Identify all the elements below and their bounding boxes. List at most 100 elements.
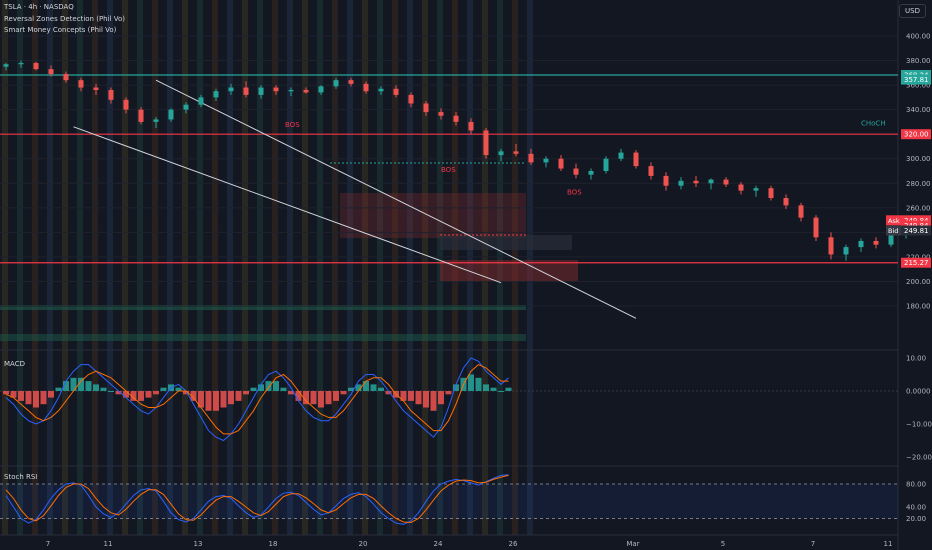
macd-bar <box>93 384 99 391</box>
indicator-smart-money[interactable]: Smart Money Concepts (Phil Vo) <box>4 26 117 34</box>
macd-pane <box>0 357 898 442</box>
candle-body <box>663 175 669 186</box>
candle-body <box>378 88 384 92</box>
candle-body <box>243 87 249 95</box>
price-label-bg <box>901 74 931 85</box>
candle <box>513 144 519 157</box>
macd-bar <box>70 377 77 391</box>
macd-bar <box>100 387 107 391</box>
trend-line <box>73 126 502 284</box>
time-tick: 24 <box>434 540 443 548</box>
candle-body <box>303 90 309 93</box>
candle-body <box>648 166 654 176</box>
time-tick: 13 <box>194 540 203 548</box>
candle-body <box>138 109 144 122</box>
macd-bar <box>490 387 497 391</box>
supply-zone <box>340 193 526 238</box>
candle-body <box>888 234 894 245</box>
candle-body <box>813 217 819 238</box>
candle-body <box>738 184 744 191</box>
candle-body <box>213 91 219 98</box>
reversal-band <box>122 0 128 535</box>
stoch-tick: 40.00 <box>906 504 926 512</box>
candle <box>408 92 414 108</box>
candle <box>63 71 69 83</box>
macd-bar <box>468 374 474 391</box>
candle <box>768 185 774 201</box>
reversal-band <box>62 0 68 535</box>
candle-body <box>843 247 849 255</box>
reversal-band <box>362 0 368 535</box>
candle-body <box>393 88 399 95</box>
ask-tag: Ask <box>888 217 900 225</box>
macd-bar <box>340 391 347 395</box>
macd-tick: 0.0000 <box>906 388 931 396</box>
candle <box>843 244 849 261</box>
candle-body <box>348 80 354 84</box>
reversal-band <box>47 0 53 535</box>
candle <box>648 162 654 180</box>
candle-body <box>603 158 609 171</box>
candle <box>873 237 879 249</box>
macd-bar <box>205 391 212 411</box>
horizontal-levels <box>0 74 898 264</box>
macd-bar <box>408 391 414 401</box>
candle-body <box>513 151 519 154</box>
candle-body <box>723 179 729 185</box>
price-label: 320.00 <box>904 131 929 139</box>
reversal-band <box>377 0 383 535</box>
macd-bar <box>40 391 47 405</box>
candle <box>708 178 714 190</box>
macd-bar <box>288 391 294 395</box>
stoch-k-line <box>5 474 509 525</box>
macd-bar <box>25 391 32 405</box>
candle <box>243 81 249 98</box>
currency-button[interactable]: USD <box>899 4 926 18</box>
reversal-band <box>152 0 158 535</box>
macd-bar <box>130 391 137 401</box>
candle <box>858 238 864 252</box>
macd-bar <box>483 384 489 391</box>
macd-bar <box>333 391 339 401</box>
candle <box>213 88 219 102</box>
time-axis: 7111318202426Mar5711131719212527Apr379 <box>46 540 893 548</box>
stoch-rsi-title[interactable]: Stoch RSI <box>4 473 38 481</box>
indicator-reversal-zones[interactable]: Reversal Zones Detection (Phil Vo) <box>4 15 125 23</box>
candle <box>558 155 564 171</box>
symbol-line[interactable]: TSLA · 4h · NASDAQ <box>4 3 74 11</box>
macd-bar <box>18 391 24 401</box>
reversal-band <box>92 0 98 535</box>
price-label: 249.81 <box>904 227 929 235</box>
candle-body <box>528 153 534 163</box>
macd-bar <box>213 391 219 411</box>
macd-bar <box>370 384 377 391</box>
reversal-band <box>137 0 143 535</box>
price-label-bg <box>901 257 931 268</box>
trend-line <box>155 79 637 319</box>
candle <box>663 172 669 191</box>
candle <box>258 85 264 99</box>
candle <box>318 85 324 95</box>
candle-body <box>168 109 174 120</box>
reversal-band <box>227 0 233 535</box>
candle <box>348 77 354 87</box>
candle <box>453 112 459 126</box>
price-label: 357.81 <box>904 76 929 84</box>
macd-bar <box>235 391 242 401</box>
candle-body <box>33 63 39 70</box>
macd-title[interactable]: MACD <box>4 360 25 368</box>
time-tick: 7 <box>811 540 815 548</box>
macd-bar <box>33 391 39 408</box>
macd-bar <box>175 387 182 391</box>
candle-body <box>153 119 159 122</box>
candle <box>33 61 39 71</box>
candle-body <box>48 69 54 75</box>
ask-tag-bg <box>886 215 901 226</box>
stoch-band <box>0 484 898 519</box>
candle <box>198 94 204 108</box>
candle <box>498 148 504 162</box>
stoch-tick: 80.00 <box>906 481 926 489</box>
candle <box>828 232 834 260</box>
candle <box>678 177 684 190</box>
